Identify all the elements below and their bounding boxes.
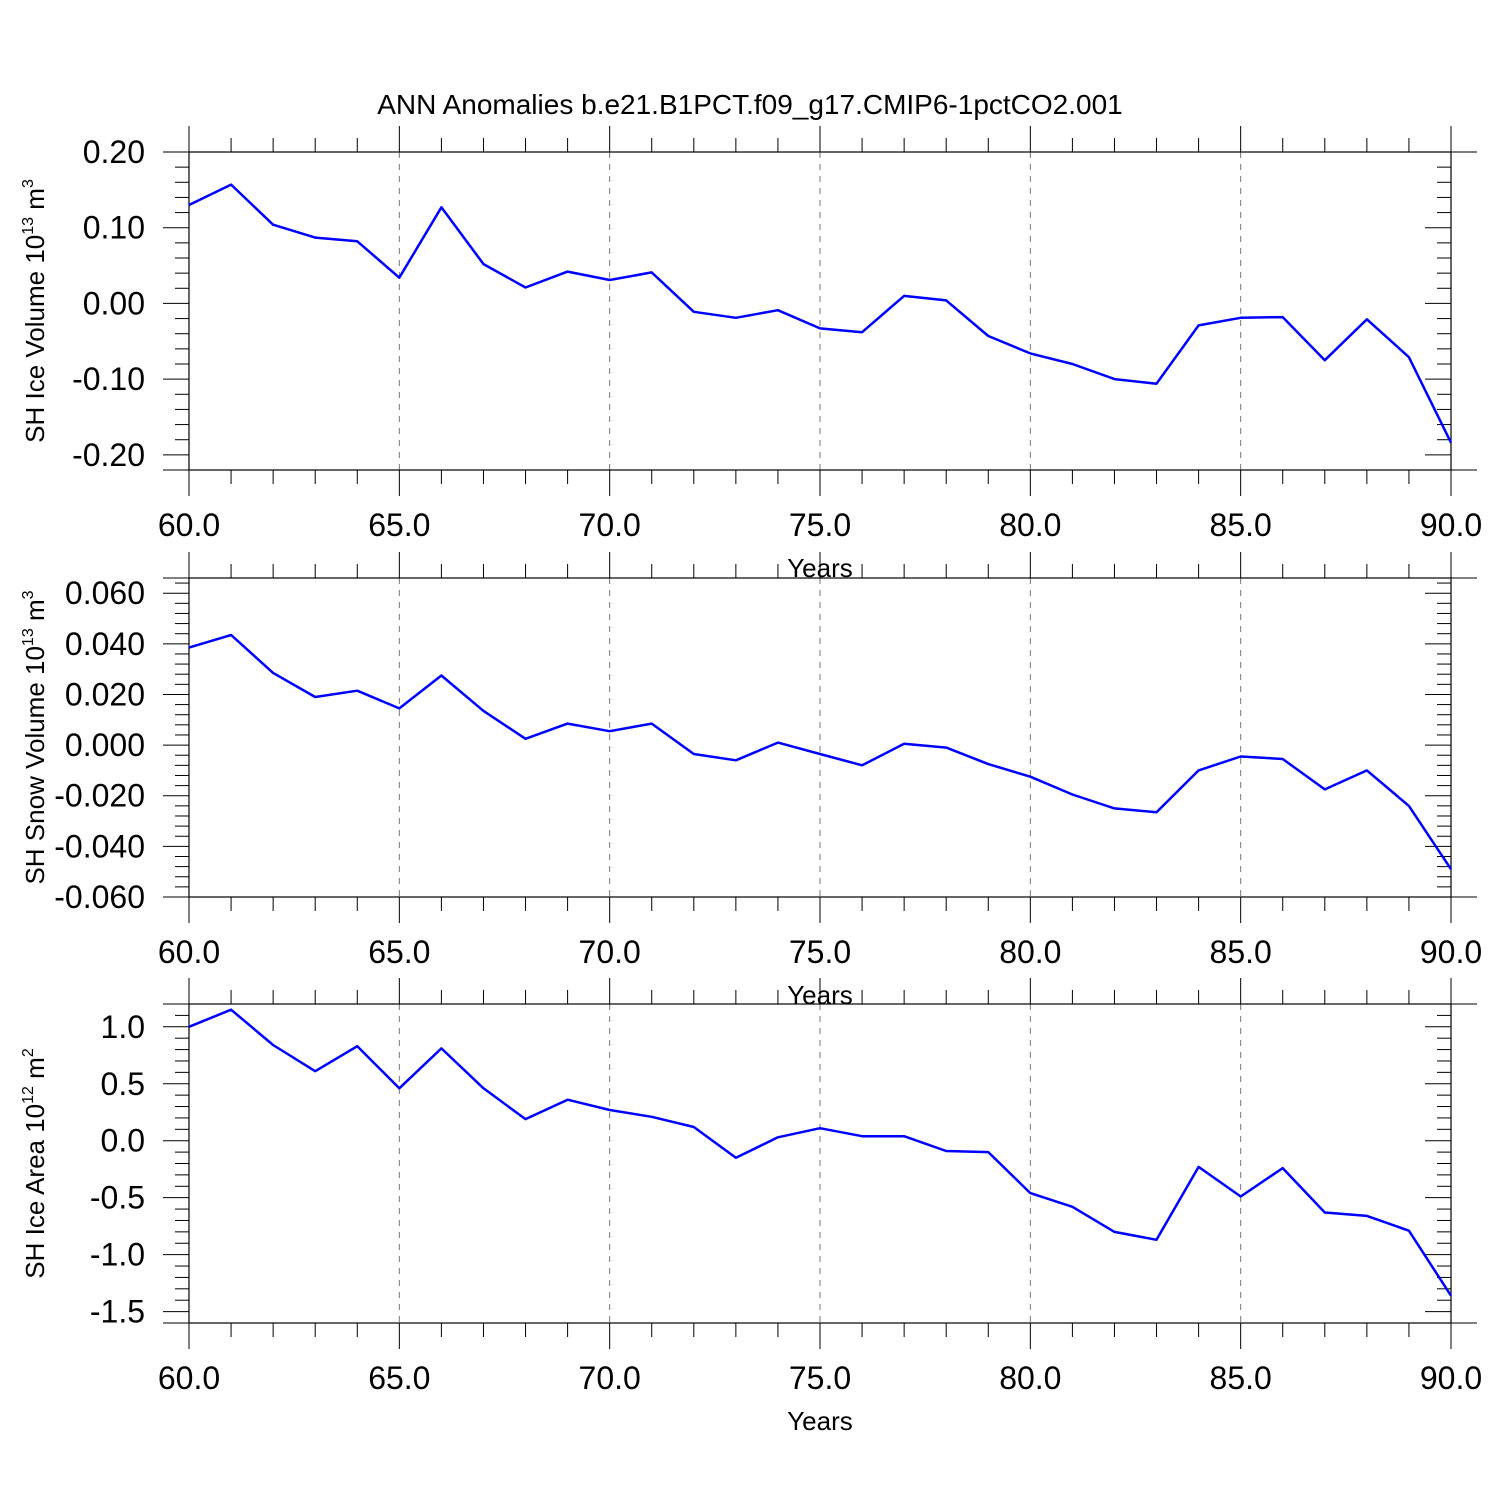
x-tick-label: 85.0 (1210, 934, 1272, 970)
y-tick-label: 0.000 (65, 727, 145, 763)
x-tick-label: 65.0 (368, 934, 430, 970)
x-tick-label: 75.0 (789, 1360, 851, 1396)
y-tick-label: -0.020 (54, 778, 145, 814)
x-tick-label: 90.0 (1420, 934, 1482, 970)
series-line (188, 1008, 1453, 1297)
y-axis-label: SH Snow Volume 1013 m3 (20, 590, 50, 884)
y-tick-label: 0.060 (65, 575, 145, 611)
figure-title: ANN Anomalies b.e21.B1PCT.f09_g17.CMIP6-… (377, 89, 1123, 120)
series-line (188, 183, 1453, 444)
y-axis-label: SH Ice Volume 1013 m3 (20, 179, 50, 443)
x-tick-label: 75.0 (789, 934, 851, 970)
y-tick-label: 1.0 (101, 1009, 145, 1045)
x-tick-label: 80.0 (999, 934, 1061, 970)
x-tick-label: 65.0 (368, 507, 430, 543)
y-tick-label: 0.020 (65, 676, 145, 712)
x-tick-label: 60.0 (158, 934, 220, 970)
x-tick-label: 70.0 (579, 934, 641, 970)
x-tick-label: 60.0 (158, 1360, 220, 1396)
x-tick-label: 90.0 (1420, 1360, 1482, 1396)
x-tick-label: 70.0 (579, 1360, 641, 1396)
x-tick-label: 75.0 (789, 507, 851, 543)
y-tick-label: 0.040 (65, 626, 145, 662)
series-line (188, 633, 1453, 870)
y-tick-label: 0.00 (83, 285, 145, 321)
y-tick-label: -0.060 (54, 879, 145, 915)
y-tick-label: -0.040 (54, 828, 145, 864)
x-tick-label: 65.0 (368, 1360, 430, 1396)
y-tick-label: 0.10 (83, 210, 145, 246)
y-tick-label: 0.20 (83, 134, 145, 170)
y-tick-label: -0.10 (72, 361, 145, 397)
y-tick-label: -1.5 (90, 1294, 145, 1330)
x-tick-label: 60.0 (158, 507, 220, 543)
x-tick-label: 70.0 (579, 507, 641, 543)
x-tick-label: 80.0 (999, 507, 1061, 543)
x-tick-label: 85.0 (1210, 507, 1272, 543)
panel-2: 60.0 65.0 70.0 75.0 80.0 85.0 90.0 -0.060 -0.040… (20, 552, 1482, 1010)
y-tick-label: -0.5 (90, 1180, 145, 1216)
y-tick-label: -0.20 (72, 437, 145, 473)
panel-3: 60.0 65.0 70.0 75.0 80.0 85.0 90.0 -1.5 -1.0 -0.5… (20, 978, 1482, 1436)
x-axis-label: Years (787, 1406, 853, 1436)
x-tick-label: 80.0 (999, 1360, 1061, 1396)
x-tick-label: 90.0 (1420, 507, 1482, 543)
y-tick-label: -1.0 (90, 1237, 145, 1273)
y-axis-label: SH Ice Area 1012 m2 (20, 1048, 50, 1279)
y-tick-label: 0.0 (101, 1123, 145, 1159)
y-tick-label: 0.5 (101, 1066, 145, 1102)
x-tick-label: 85.0 (1210, 1360, 1272, 1396)
panel-1: 60.0 65.0 70.0 75.0 80.0 85.0 90.0 -0.20 -0.10 0.… (20, 126, 1482, 583)
